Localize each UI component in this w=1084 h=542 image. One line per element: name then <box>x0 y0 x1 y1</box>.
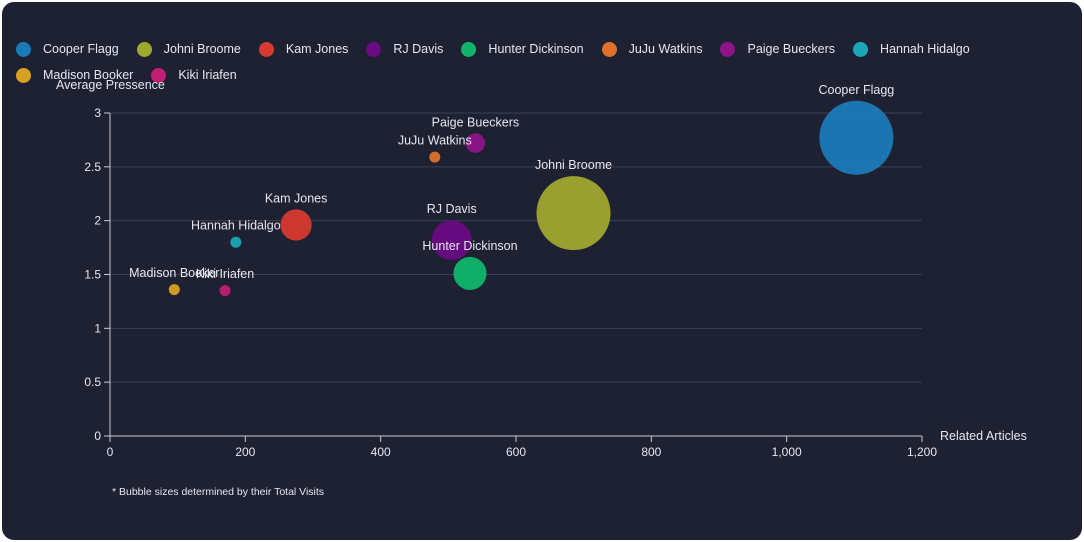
legend-swatch <box>720 41 736 57</box>
x-tick-label: 200 <box>235 445 255 459</box>
legend-label: Kam Jones <box>285 42 349 56</box>
legend-label: RJ Davis <box>393 42 444 56</box>
legend: Cooper Flagg Johni Broome Kam Jones RJ Davi… <box>16 40 1082 84</box>
legend-swatch <box>461 41 477 57</box>
legend-swatch <box>16 41 31 57</box>
x-tick-label: 0 <box>107 445 114 459</box>
legend-item-hannah-hidalgo[interactable]: Hannah Hidalgo <box>853 40 970 58</box>
y-tick-label: 2.5 <box>84 160 101 174</box>
legend-item-kiki-iriafen[interactable]: Kiki Iriafen <box>151 66 237 84</box>
gridlines <box>110 112 922 383</box>
legend-label: Cooper Flagg <box>43 42 119 56</box>
bubbles <box>168 100 894 297</box>
bubble-hunter-dickinson[interactable] <box>453 256 487 290</box>
footnote: * Bubble sizes determined by their Total… <box>112 486 325 498</box>
x-axis-title: Related Articles <box>940 429 1027 443</box>
bubble-rj-davis[interactable] <box>431 220 472 260</box>
legend-item-kam-jones[interactable]: Kam Jones <box>258 40 349 58</box>
bubble-paige-bueckers[interactable] <box>465 133 486 153</box>
legend-swatch <box>151 67 167 83</box>
y-tick-label: 2 <box>94 214 101 228</box>
legend-label: Kiki Iriafen <box>178 68 237 82</box>
bubble-kam-jones[interactable] <box>280 209 312 241</box>
legend-item-paige-bueckers[interactable]: Paige Bueckers <box>720 40 835 58</box>
bubble-labels: Cooper Flagg Johni Broome Kam Jones RJ Davi… <box>129 83 894 281</box>
legend-label: Paige Bueckers <box>747 42 836 56</box>
legend-label: Johni Broome <box>163 42 241 56</box>
legend-item-juju-watkins[interactable]: JuJu Watkins <box>601 40 703 58</box>
bubble-label-kam-jones: Kam Jones <box>265 191 328 205</box>
x-tick-label: 1,000 <box>772 445 802 459</box>
bubble-label-rj-davis: RJ Davis <box>427 202 477 216</box>
legend-item-rj-davis[interactable]: RJ Davis <box>366 40 443 58</box>
bubble-madison-booker[interactable] <box>168 284 180 296</box>
legend-item-hunter-dickinson[interactable]: Hunter Dickinson <box>461 40 584 58</box>
bubble-johni-broome[interactable] <box>536 176 611 251</box>
bubble-hannah-hidalgo[interactable] <box>230 236 242 248</box>
x-tick-label: 800 <box>641 445 661 459</box>
legend-swatch <box>16 67 31 83</box>
bubble-label-juju-watkins: JuJu Watkins <box>398 134 472 148</box>
bubble-cooper-flagg[interactable] <box>819 100 894 175</box>
bubble-label-hunter-dickinson: Hunter Dickinson <box>422 239 517 253</box>
bubble-label-paige-bueckers: Paige Bueckers <box>432 115 520 129</box>
y-tick-label: 1 <box>94 321 101 335</box>
y-tick-label: 0.5 <box>84 375 101 389</box>
y-tick-label: 0 <box>94 429 101 443</box>
legend-swatch <box>853 41 869 57</box>
legend-swatch <box>136 41 152 57</box>
legend-item-cooper-flagg[interactable]: Cooper Flagg <box>16 40 119 58</box>
legend-label: JuJu Watkins <box>628 42 703 56</box>
bubble-label-madison-booker: Madison Booker <box>129 266 219 280</box>
bubble-juju-watkins[interactable] <box>429 151 441 163</box>
bubble-label-kiki-iriafen: Kiki Iriafen <box>196 267 254 281</box>
bubble-kiki-iriafen[interactable] <box>219 285 231 297</box>
axes: 0 0.5 1 1.5 2 2.5 3 0 200 400 600 800 1,000 1,200 <box>84 106 937 459</box>
x-tick-label: 1,200 <box>907 445 937 459</box>
legend-item-madison-booker[interactable]: Madison Booker <box>16 66 133 84</box>
bubble-label-cooper-flagg: Cooper Flagg <box>818 83 894 97</box>
y-axis-title: Average Pressence <box>56 78 165 92</box>
legend-label: Hunter Dickinson <box>488 42 584 56</box>
y-tick-label: 1.5 <box>84 268 101 282</box>
legend-swatch <box>258 41 274 57</box>
legend-label: Madison Booker <box>43 68 134 82</box>
bubble-label-hannah-hidalgo: Hannah Hidalgo <box>191 219 281 233</box>
y-tick-label: 3 <box>94 106 101 120</box>
x-tick-label: 600 <box>506 445 526 459</box>
bubble-label-johni-broome: Johni Broome <box>535 158 612 172</box>
x-tick-label: 400 <box>371 445 391 459</box>
legend-label: Hannah Hidalgo <box>880 42 970 56</box>
legend-swatch <box>366 41 382 57</box>
legend-swatch <box>601 41 617 57</box>
legend-item-johni-broome[interactable]: Johni Broome <box>136 40 241 58</box>
